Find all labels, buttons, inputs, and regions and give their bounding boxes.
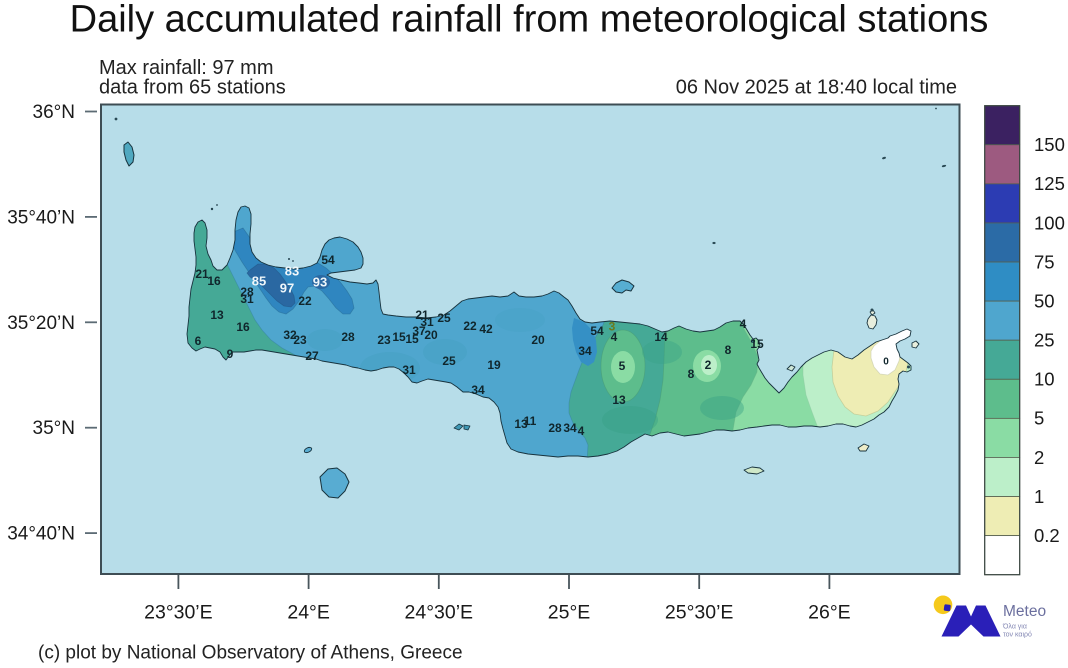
svg-text:25: 25 [1034,330,1055,351]
svg-text:2: 2 [705,358,712,372]
svg-text:35°N: 35°N [33,418,75,439]
svg-text:35°20’N: 35°20’N [7,313,75,334]
svg-text:5: 5 [1034,408,1044,429]
svg-text:28: 28 [341,330,355,344]
svg-text:75: 75 [1034,251,1055,272]
svg-text:13: 13 [210,308,224,322]
svg-text:Daily accumulated rainfall fro: Daily accumulated rainfall from meteorol… [70,0,989,41]
svg-text:31: 31 [420,315,434,329]
svg-text:0: 0 [883,357,889,368]
svg-text:15: 15 [405,332,419,346]
svg-text:42: 42 [479,322,493,336]
svg-text:28: 28 [240,285,254,299]
svg-text:20: 20 [531,333,545,347]
svg-text:16: 16 [236,320,250,334]
svg-text:100: 100 [1034,212,1065,233]
svg-text:6: 6 [195,334,202,348]
svg-text:14: 14 [654,330,668,344]
svg-text:34: 34 [578,344,592,358]
svg-text:22: 22 [463,319,477,333]
svg-text:37: 37 [412,324,426,338]
svg-text:83: 83 [285,264,299,279]
svg-text:34: 34 [563,421,577,435]
svg-text:4: 4 [740,317,747,331]
svg-text:15: 15 [750,337,764,351]
svg-text:data from 65 stations: data from 65 stations [99,77,286,99]
svg-text:25°E: 25°E [548,602,591,624]
svg-text:25: 25 [442,354,456,368]
svg-text:4: 4 [578,424,585,438]
svg-text:9: 9 [227,347,234,361]
svg-text:8: 8 [725,343,732,357]
svg-text:54: 54 [321,253,335,267]
svg-text:13: 13 [514,417,528,431]
svg-text:22: 22 [298,294,312,308]
svg-text:35°40’N: 35°40’N [7,207,75,228]
svg-text:24°30’E: 24°30’E [405,602,474,624]
svg-text:8: 8 [688,367,695,381]
svg-text:23: 23 [293,333,307,347]
svg-text:25: 25 [437,311,451,325]
svg-text:36°N: 36°N [33,102,75,123]
svg-text:(c) plot by National Observato: (c) plot by National Observatory of Athe… [38,643,463,664]
svg-text:28: 28 [548,421,562,435]
svg-text:85: 85 [252,274,266,289]
svg-text:τον καιρό: τον καιρό [1003,631,1032,639]
svg-text:31: 31 [240,292,254,306]
svg-text:0.2: 0.2 [1034,525,1060,546]
svg-text:31: 31 [402,363,416,377]
svg-text:19: 19 [487,358,501,372]
svg-text:34: 34 [471,383,485,397]
svg-text:34°40’N: 34°40’N [7,524,75,545]
svg-text:4: 4 [611,330,618,344]
svg-text:16: 16 [207,274,221,288]
svg-text:26°E: 26°E [808,602,851,624]
svg-text:93: 93 [313,275,327,290]
svg-text:Max rainfall: 97 mm: Max rainfall: 97 mm [99,57,274,79]
svg-text:10: 10 [1034,369,1055,390]
svg-text:2: 2 [1034,447,1044,468]
svg-text:1: 1 [1034,486,1044,507]
svg-text:5: 5 [619,359,626,373]
svg-text:32: 32 [283,328,297,342]
svg-text:21: 21 [415,308,429,322]
svg-text:13: 13 [612,393,626,407]
svg-text:25°30’E: 25°30’E [665,602,734,624]
svg-text:27: 27 [305,349,319,363]
svg-text:15: 15 [392,330,406,344]
svg-text:97: 97 [280,281,294,296]
svg-text:06 Nov 2025 at 18:40 local tim: 06 Nov 2025 at 18:40 local time [676,77,957,99]
svg-text:21: 21 [195,267,209,281]
svg-text:23°30’E: 23°30’E [144,602,213,624]
svg-text:3: 3 [609,320,616,334]
svg-text:20: 20 [424,328,438,342]
svg-text:Όλα για: Όλα για [1002,624,1027,631]
svg-text:54: 54 [590,324,604,338]
svg-text:50: 50 [1034,290,1055,311]
svg-text:Meteo: Meteo [1003,603,1046,620]
svg-text:150: 150 [1034,134,1065,155]
svg-text:11: 11 [524,414,537,428]
svg-text:125: 125 [1034,173,1065,194]
svg-text:23: 23 [377,333,391,347]
svg-text:24°E: 24°E [287,602,330,624]
